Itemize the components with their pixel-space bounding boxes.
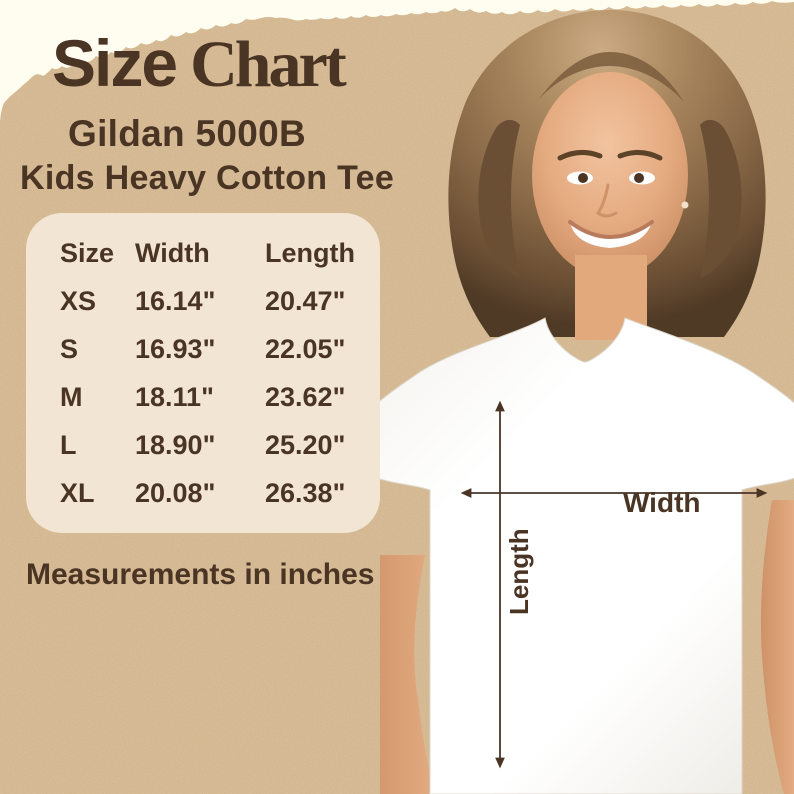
svg-text:Length: Length <box>504 528 534 615</box>
svg-text:Width: Width <box>623 487 701 518</box>
